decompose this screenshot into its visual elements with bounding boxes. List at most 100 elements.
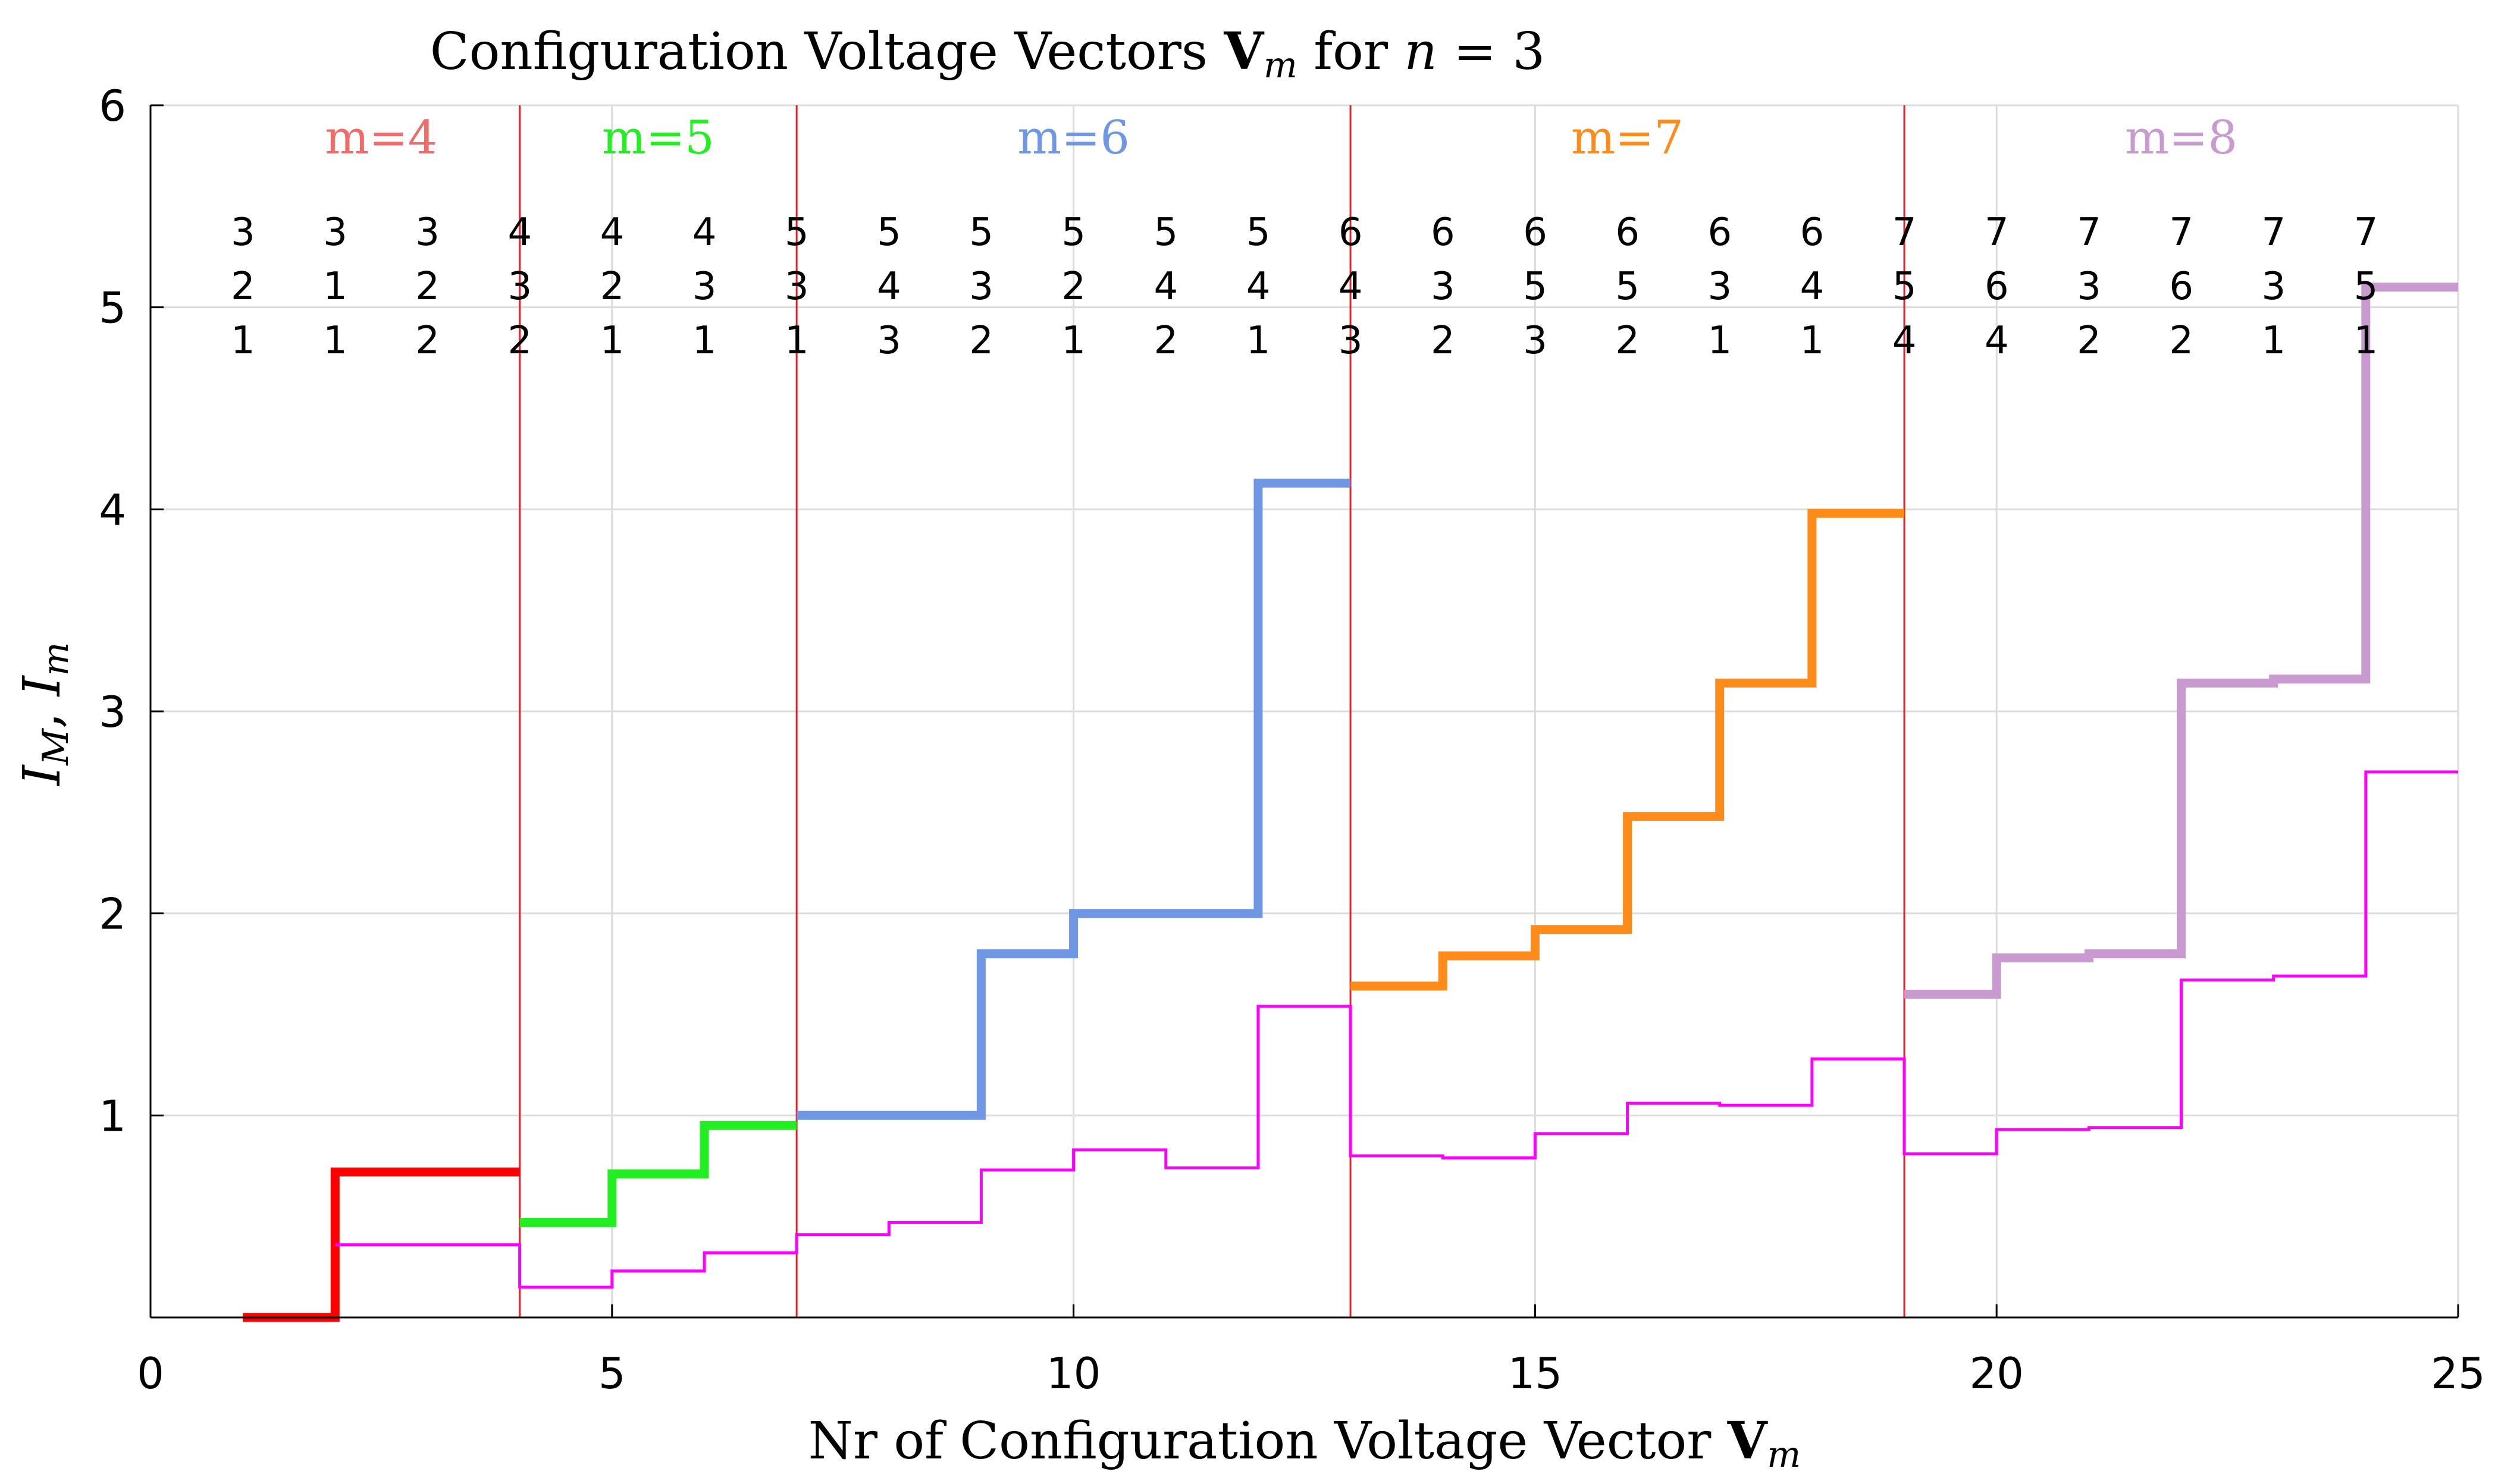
vector-digit: 5 bbox=[1523, 265, 1547, 309]
y-tick-label: 6 bbox=[99, 81, 126, 131]
vector-digit: 4 bbox=[1892, 319, 1917, 363]
vector-digit: 2 bbox=[2169, 319, 2193, 363]
y-tick-label: 2 bbox=[99, 889, 126, 939]
y-tick-label: 4 bbox=[99, 485, 126, 535]
vector-digit: 2 bbox=[507, 319, 532, 363]
y-axis-label: IM, Im bbox=[12, 642, 77, 787]
vector-digit: 4 bbox=[1246, 265, 1271, 309]
vector-digit: 2 bbox=[231, 265, 255, 309]
vector-digit: 4 bbox=[600, 211, 625, 255]
vector-digit: 2 bbox=[415, 319, 440, 363]
group-label: m=7 bbox=[1571, 111, 1684, 165]
vector-digit: 2 bbox=[2077, 319, 2101, 363]
vector-digit: 1 bbox=[323, 265, 347, 309]
vector-digit: 4 bbox=[1985, 319, 2009, 363]
vector-digit: 3 bbox=[877, 319, 901, 363]
vector-digit: 3 bbox=[1708, 265, 1732, 309]
x-axis-label-bold: V bbox=[1727, 1411, 1768, 1471]
vector-digit: 3 bbox=[1431, 265, 1455, 309]
vector-digit: 3 bbox=[1523, 319, 1547, 363]
x-tick-label: 25 bbox=[2431, 1348, 2485, 1398]
chart-title-bold: V bbox=[1223, 21, 1264, 81]
vector-digit: 3 bbox=[969, 265, 993, 309]
vector-digit: 4 bbox=[877, 265, 901, 309]
y-axis-label-sep: , bbox=[12, 696, 72, 729]
vector-digit: 5 bbox=[1246, 211, 1271, 255]
x-axis-label: Nr of Configuration Voltage Vector Vm bbox=[808, 1411, 1801, 1476]
y-tick-label: 5 bbox=[99, 283, 126, 333]
y-tick-label: 3 bbox=[99, 687, 126, 737]
vector-digit: 2 bbox=[415, 265, 440, 309]
x-tick-label: 10 bbox=[1046, 1348, 1101, 1398]
vector-digit: 6 bbox=[1985, 265, 2009, 309]
vector-digit: 7 bbox=[2354, 211, 2378, 255]
chart-title: Configuration Voltage Vectors Vm for n =… bbox=[430, 21, 1545, 86]
vector-digit: 4 bbox=[507, 211, 532, 255]
series-layer bbox=[243, 283, 2458, 1322]
vector-digit: 1 bbox=[1800, 319, 1825, 363]
group-label: m=8 bbox=[2125, 111, 2237, 165]
vector-digit: 6 bbox=[1800, 211, 1825, 255]
vector-digit: 2 bbox=[600, 265, 625, 309]
y-axis-label-b: I bbox=[12, 674, 72, 697]
chart-title-var: n bbox=[1404, 22, 1437, 81]
vector-digit: 2 bbox=[969, 319, 993, 363]
vector-digit: 7 bbox=[2261, 211, 2286, 255]
vector-digit: 7 bbox=[2169, 211, 2193, 255]
vector-digit: 1 bbox=[231, 319, 255, 363]
vector-digit: 1 bbox=[323, 319, 347, 363]
vector-digit: 7 bbox=[1892, 211, 1917, 255]
chart-title-prefix: Configuration Voltage Vectors bbox=[430, 22, 1224, 81]
vector-digit: 3 bbox=[692, 265, 717, 309]
x-axis-label-sub: m bbox=[1767, 1434, 1801, 1476]
vector-digit: 4 bbox=[1154, 265, 1178, 309]
vector-digit: 1 bbox=[1246, 319, 1271, 363]
vector-digit: 5 bbox=[2354, 265, 2378, 309]
vector-digit: 3 bbox=[1339, 319, 1363, 363]
vector-digit: 1 bbox=[600, 319, 625, 363]
vector-digit: 5 bbox=[969, 211, 993, 255]
vector-digit: 3 bbox=[323, 211, 347, 255]
x-axis-label-prefix: Nr of Configuration Voltage Vector bbox=[808, 1411, 1728, 1471]
vector-digit: 6 bbox=[1431, 211, 1455, 255]
chart-title-suffix: = 3 bbox=[1437, 22, 1545, 81]
vector-digit: 6 bbox=[2169, 265, 2193, 309]
vector-digit: 5 bbox=[1061, 211, 1086, 255]
vector-digit: 5 bbox=[1892, 265, 1917, 309]
series-line-1 bbox=[519, 1121, 797, 1227]
x-tick-label: 5 bbox=[598, 1348, 626, 1398]
vector-digit: 4 bbox=[1800, 265, 1825, 309]
vector-digit: 1 bbox=[785, 319, 809, 363]
vector-digit: 6 bbox=[1339, 211, 1363, 255]
vector-digit: 3 bbox=[2077, 265, 2101, 309]
grid-layer bbox=[151, 104, 2459, 1317]
vector-digit: 5 bbox=[877, 211, 901, 255]
vector-digit: 7 bbox=[1985, 211, 2009, 255]
vector-digit: 7 bbox=[2077, 211, 2101, 255]
vector-digit: 6 bbox=[1708, 211, 1732, 255]
vector-digit: 3 bbox=[415, 211, 440, 255]
vector-digit: 3 bbox=[785, 265, 809, 309]
vector-digit: 6 bbox=[1523, 211, 1547, 255]
vector-digit: 1 bbox=[1708, 319, 1732, 363]
vector-digit: 3 bbox=[231, 211, 255, 255]
vector-digit: 6 bbox=[1615, 211, 1640, 255]
group-label: m=5 bbox=[602, 111, 714, 165]
series-line-5 bbox=[335, 770, 2458, 1289]
y-axis-label-a-sub: M bbox=[35, 728, 77, 766]
vector-digit: 2 bbox=[1615, 319, 1640, 363]
x-tick-label: 20 bbox=[1969, 1348, 2024, 1398]
y-axis-label-a: I bbox=[12, 764, 72, 787]
series-line-4 bbox=[1904, 283, 2458, 999]
vector-digit: 5 bbox=[1615, 265, 1640, 309]
vector-digit: 1 bbox=[1061, 319, 1086, 363]
x-tick-label: 0 bbox=[137, 1348, 164, 1398]
vector-digit: 4 bbox=[692, 211, 717, 255]
vector-digit: 1 bbox=[2261, 319, 2286, 363]
vector-digit: 4 bbox=[1339, 265, 1363, 309]
y-tick-label: 1 bbox=[99, 1091, 126, 1141]
chart-title-sub: m bbox=[1264, 45, 1297, 86]
series-line-2 bbox=[797, 478, 1351, 1120]
